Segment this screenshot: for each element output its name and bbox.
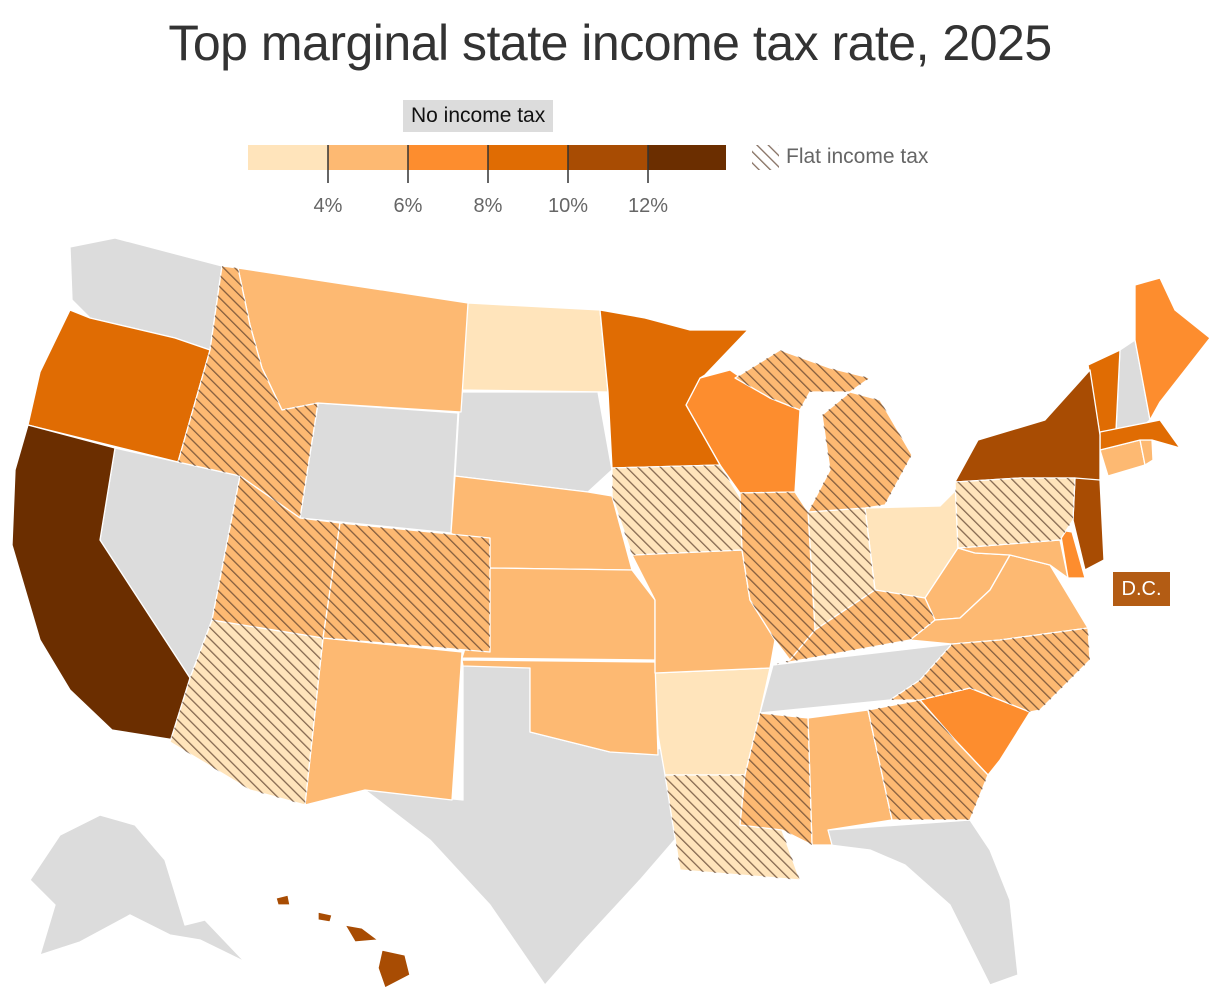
map-title: Top marginal state income tax rate, 2025 bbox=[168, 15, 1052, 71]
legend-tick-label-8: 8% bbox=[473, 195, 503, 217]
state-HI-1 bbox=[275, 894, 291, 906]
legend-bin-3 bbox=[488, 145, 568, 170]
legend-no-income-tax: No income tax bbox=[403, 100, 554, 132]
legend-tick-label-10: 10% bbox=[547, 195, 589, 217]
state-HI-3 bbox=[344, 924, 379, 943]
state-ME bbox=[1134, 277, 1211, 421]
dc-badge: D.C. bbox=[1113, 572, 1170, 606]
legend-tick-label-4: 4% bbox=[313, 195, 343, 217]
legend-flat-income-tax: Flat income tax bbox=[786, 145, 929, 168]
state-NM bbox=[304, 637, 463, 806]
state-HI-2 bbox=[317, 911, 333, 923]
legend-bin-4 bbox=[568, 145, 648, 170]
legend-bin-1 bbox=[328, 145, 408, 170]
state-NY bbox=[954, 369, 1101, 491]
state-SD bbox=[454, 391, 613, 493]
state-KS bbox=[461, 567, 656, 661]
legend-tick-label-12: 12% bbox=[627, 195, 669, 217]
state-HI-4 bbox=[377, 949, 411, 989]
flat-tax-hatching bbox=[170, 266, 1090, 880]
legend-bin-5 bbox=[648, 145, 726, 170]
legend-color-scale bbox=[248, 145, 726, 183]
state-ND bbox=[459, 302, 609, 393]
state-FL bbox=[827, 819, 1019, 986]
state-OK bbox=[461, 659, 659, 756]
legend-bin-2 bbox=[408, 145, 488, 170]
state-AK bbox=[29, 814, 246, 963]
legend-tick-label-6: 6% bbox=[393, 195, 423, 217]
legend-flat-swatch bbox=[752, 145, 779, 170]
legend-bin-0 bbox=[248, 145, 328, 170]
state-CA bbox=[11, 424, 191, 741]
state-WY bbox=[299, 402, 459, 534]
state-MN bbox=[599, 309, 749, 469]
state-DE bbox=[1059, 529, 1086, 579]
